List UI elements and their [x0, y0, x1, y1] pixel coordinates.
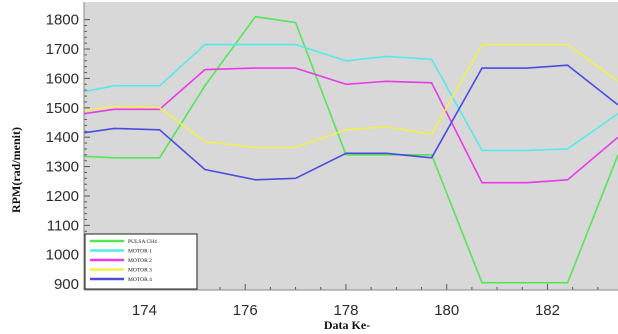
y-tick-label: 1700	[46, 41, 79, 58]
legend-label: PULSA CH4	[128, 239, 157, 245]
series-line-motor-4	[83, 64, 618, 181]
series-line-pulsa-ch4	[83, 15, 618, 284]
x-tick-label: 178	[333, 302, 358, 319]
x-tick-label: 176	[233, 302, 258, 319]
series-line-motor-3	[83, 43, 618, 149]
legend-label: MOTOR 4	[128, 277, 152, 283]
legend-label: MOTOR 3	[128, 268, 152, 274]
y-tick-label: 1300	[46, 159, 79, 176]
x-tick-label: 182	[535, 302, 560, 319]
y-tick-label: 1500	[46, 100, 79, 117]
y-tick-label: 900	[54, 276, 79, 293]
series-layer	[83, 15, 618, 284]
y-tick-label: 1100	[47, 217, 79, 234]
y-tick-labels: 900 1000 1100 1200 1300 1400 1500 1600 1700 1800	[46, 12, 79, 293]
legend: PULSA CH4 MOTOR 1 MOTOR 2 MOTOR 3 MOTOR 4	[84, 233, 198, 290]
x-tick-label: 180	[434, 302, 459, 319]
y-tick-label: 1400	[46, 129, 79, 146]
y-tick-label: 1600	[46, 70, 79, 87]
y-tick-label: 1800	[46, 12, 79, 29]
series-line-motor-1	[83, 43, 618, 152]
x-tick-label: 174	[132, 302, 157, 319]
legend-label: MOTOR 2	[128, 258, 152, 264]
legend-label: MOTOR 1	[128, 249, 152, 255]
series-line-motor-2	[83, 67, 618, 184]
y-tick-label: 1000	[46, 247, 79, 264]
y-axis-title: RPM(rad/menit)	[9, 127, 23, 213]
x-tick-labels: 174 176 178 180 182	[132, 302, 560, 319]
y-tick-label: 1200	[46, 188, 79, 205]
x-axis-title: Data Ke-	[324, 318, 370, 332]
